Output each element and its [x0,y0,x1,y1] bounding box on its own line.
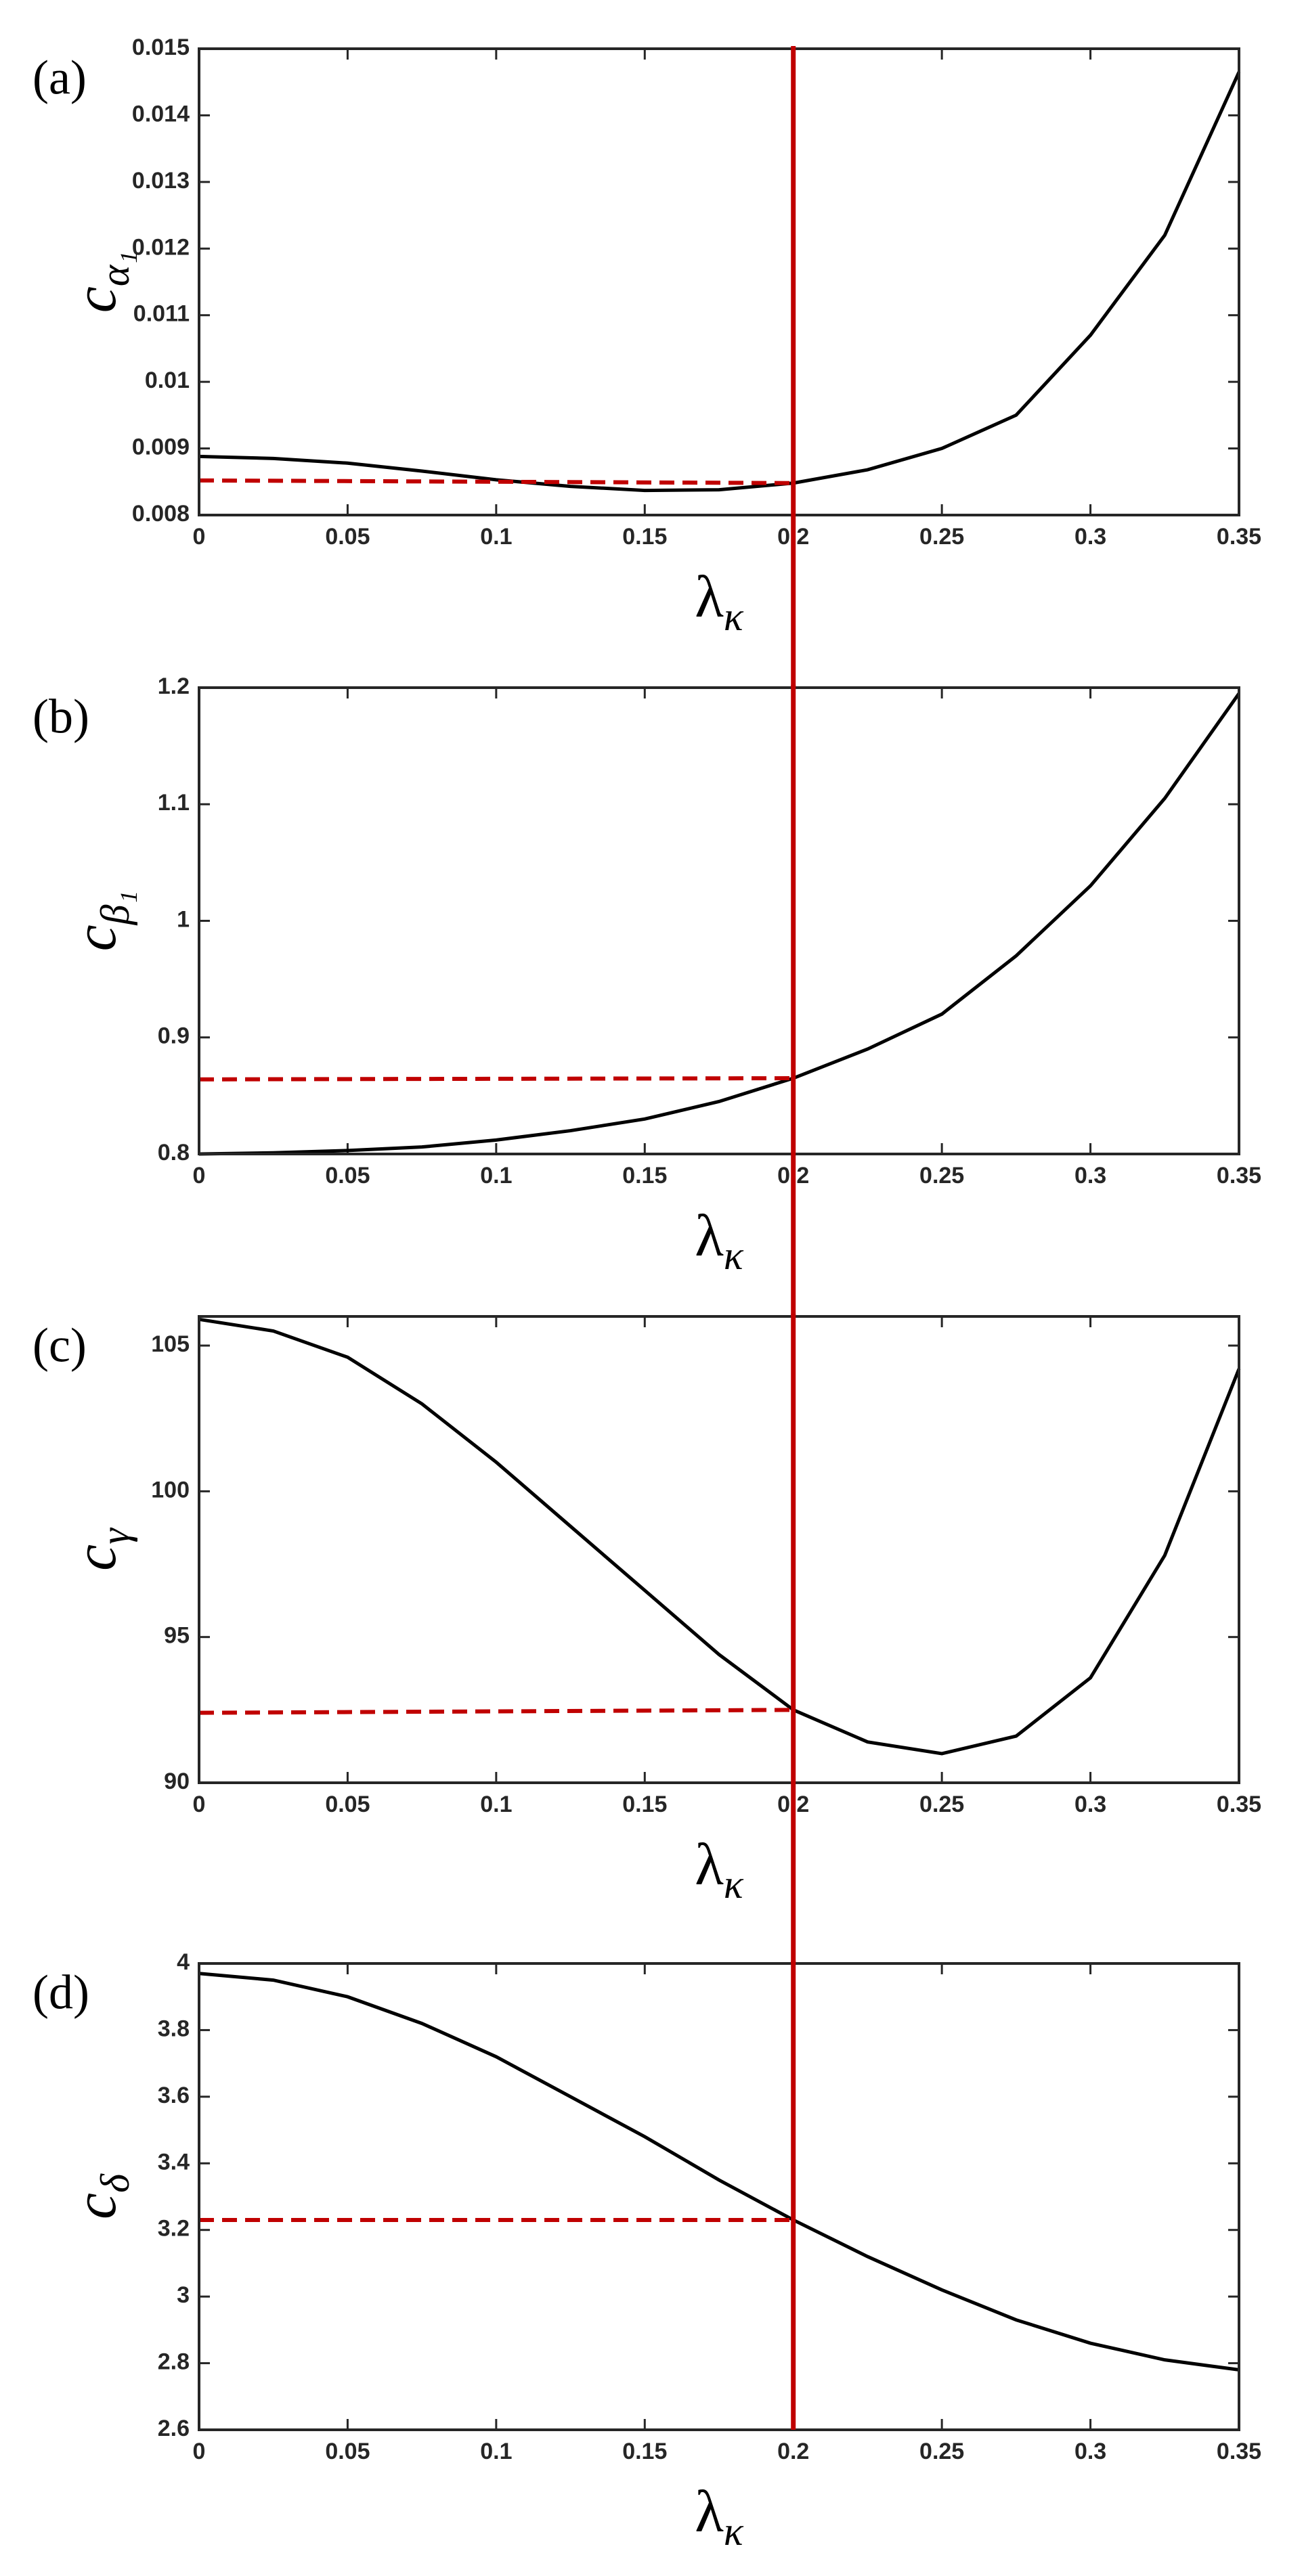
x-tick-label: 0.25 [919,1163,964,1189]
panel-label: (a) [32,51,87,105]
y-axis-label: cδ [63,2173,137,2219]
axes-background [199,688,1239,1154]
x-tick-label: 0.1 [480,2439,512,2464]
x-axis-label-subscript: κ [724,1233,744,1278]
x-tick-label: 0.25 [919,1792,964,1817]
y-tick-label: 0.014 [132,101,190,127]
panel-label: (d) [32,1966,89,2020]
y-tick-label: 100 [151,1477,190,1503]
reference-line [198,1708,794,1715]
y-tick-label: 3.8 [158,2016,190,2041]
axes-box [198,1962,1240,2431]
x-tick-label: 0.35 [1217,524,1261,550]
x-axis-label: λκ [695,1203,744,1278]
y-axis-label-subscript: δ [93,2173,137,2193]
x-tick-label: 0 [193,1163,206,1189]
y-tick-label: 4 [177,1949,190,1975]
axes-box [198,686,1240,1155]
x-tick-label: 0.35 [1217,1163,1261,1189]
data-line [198,1972,1240,2372]
y-tick-label: 1 [177,906,190,932]
x-tick-label: 0.15 [622,1792,667,1817]
x-tick-label: 0 [193,1792,206,1817]
axes-box [198,47,1240,516]
y-axis-label-main: c [63,2193,129,2219]
x-tick-label: 0.15 [622,1163,667,1189]
data-line [198,71,1241,493]
x-tick-label: 0.05 [325,2439,370,2464]
y-tick-label: 3.4 [158,2149,190,2175]
axes-background [199,49,1239,515]
y-tick-label: 105 [151,1331,190,1357]
y-axis-label-main: c [63,286,129,313]
x-tick-label: 0.3 [1074,1792,1106,1817]
data-line [198,692,1241,1156]
x-tick-label: 0.25 [919,524,964,550]
y-axis-label-main: c [63,925,129,951]
x-tick-label: 0.1 [480,1163,512,1189]
x-axis-label-main: λ [695,564,724,630]
panel-label: (c) [32,1318,87,1373]
axes-background [199,1963,1239,2430]
x-tick-label: 0.1 [480,524,512,550]
reference-line [198,1076,794,1082]
x-axis-label: λκ [695,1832,744,1907]
axes-box [198,1315,1240,1784]
x-tick-label: 0.3 [1074,1163,1106,1189]
x-axis-label: λκ [695,2479,744,2554]
x-tick-label: 0.3 [1074,2439,1106,2464]
x-tick-label: 0.05 [325,524,370,550]
y-tick-label: 90 [164,1769,190,1794]
y-tick-label: 0.012 [132,234,190,260]
y-tick-label: 0.013 [132,168,190,194]
y-axis-label: cγ [63,1528,137,1571]
y-tick-label: 2.6 [158,2416,190,2441]
y-tick-label: 3 [177,2282,190,2308]
x-tick-label: 0.1 [480,1792,512,1817]
data-line [198,1317,1241,1756]
panel-label: (b) [32,690,89,744]
y-tick-label: 3.2 [158,2216,190,2242]
y-tick-label: 0.015 [132,35,190,60]
x-tick-label: 0 [193,524,206,550]
y-axis-label-main: c [63,1545,129,1571]
y-tick-label: 0.8 [158,1140,190,1165]
y-tick-label: 1.1 [158,790,190,816]
x-axis-label-main: λ [695,1203,724,1269]
x-axis-label-subscript: κ [724,2509,744,2554]
y-tick-label: 0.01 [145,368,190,393]
x-axis-label-main: λ [695,1832,724,1898]
y-axis-label-subscript: β₁ [93,891,137,926]
x-axis-label-main: λ [695,2479,724,2545]
x-tick-label: 0.2 [777,2439,809,2464]
y-tick-label: 2.8 [158,2349,190,2375]
y-tick-label: 0.9 [158,1023,190,1049]
y-axis-label: cβ₁ [63,891,137,952]
y-tick-label: 0.009 [132,435,190,460]
y-axis-label: cα₁ [63,251,137,313]
y-tick-label: 95 [164,1623,190,1649]
y-axis-label-subscript: γ [93,1528,137,1545]
x-tick-label: 0.05 [325,1163,370,1189]
x-tick-label: 0.25 [919,2439,964,2464]
x-axis-label-subscript: κ [724,594,744,639]
y-tick-label: 0.011 [133,301,190,327]
x-tick-label: 0.35 [1217,2439,1261,2464]
y-axis-label-subscript: α₁ [93,251,137,286]
y-tick-label: 0.008 [132,501,190,527]
x-tick-label: 0.15 [622,524,667,550]
x-tick-label: 0.3 [1074,524,1106,550]
y-tick-label: 3.6 [158,2083,190,2108]
x-tick-label: 0 [193,2439,206,2464]
x-tick-label: 0.15 [622,2439,667,2464]
x-axis-label-subscript: κ [724,1862,744,1907]
x-tick-label: 0.05 [325,1792,370,1817]
x-axis-label: λκ [695,564,744,639]
y-tick-label: 1.2 [158,673,190,699]
reference-line [198,478,794,485]
x-tick-label: 0.35 [1217,1792,1261,1817]
axes-background [199,1316,1239,1783]
